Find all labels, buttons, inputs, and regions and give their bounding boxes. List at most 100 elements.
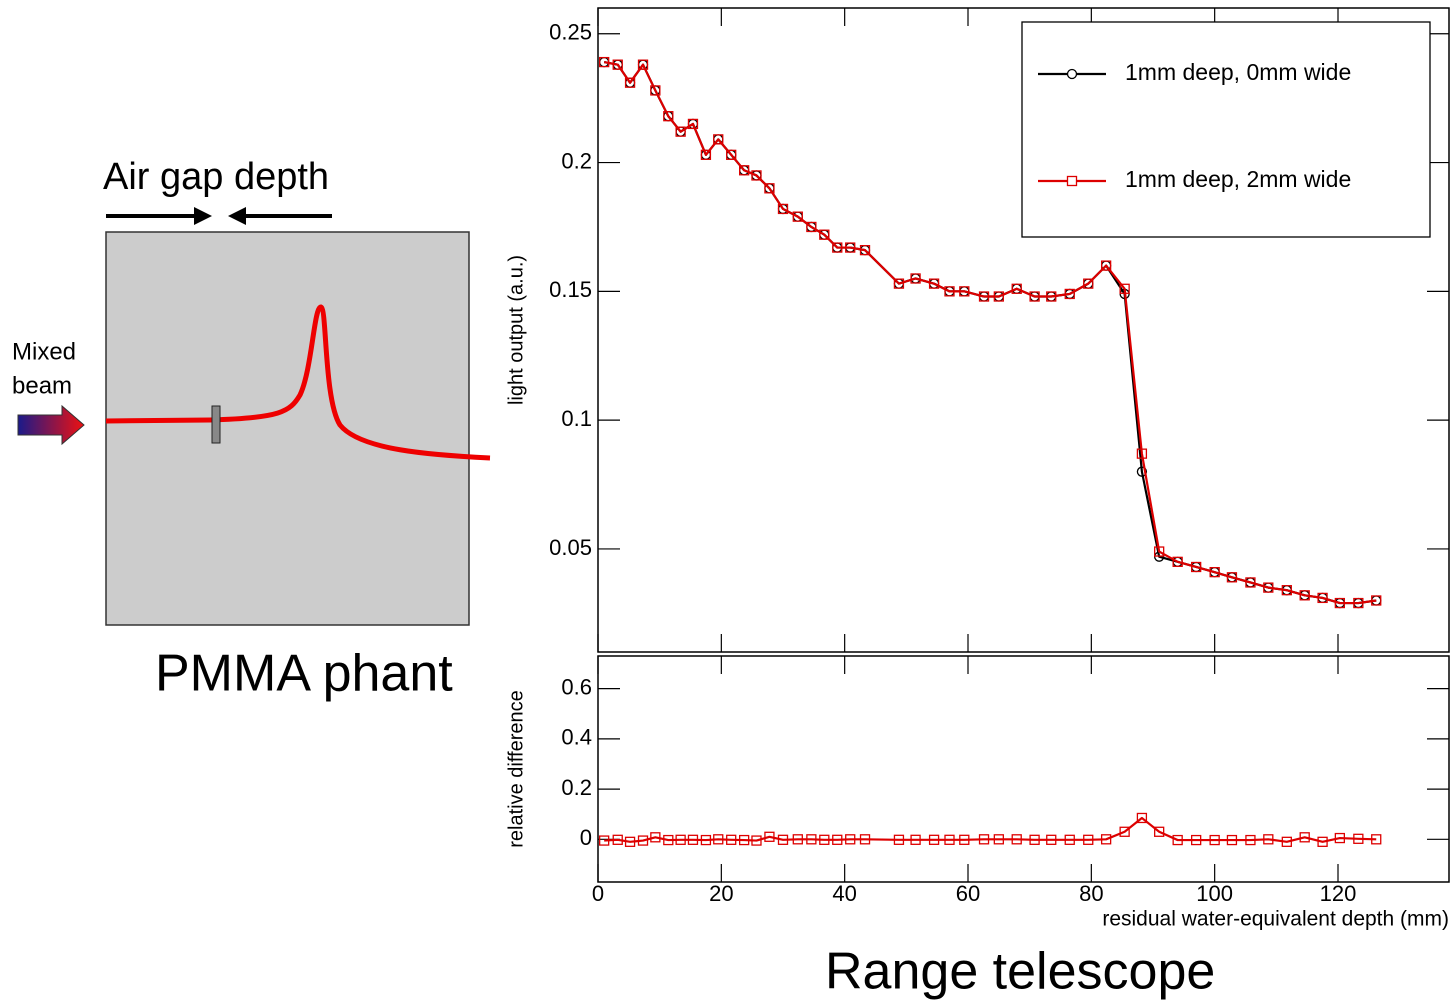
marker <box>1334 832 1345 844</box>
marker <box>832 834 843 845</box>
marker <box>663 834 674 846</box>
legend-marker <box>1066 68 1078 80</box>
y-axis-title: light output (a.u.) <box>505 255 527 405</box>
marker <box>687 834 699 845</box>
y-tick-label: 0.1 <box>561 406 592 431</box>
x-tick-label: 0 <box>592 881 604 906</box>
marker <box>1209 566 1220 578</box>
marker <box>1083 834 1094 845</box>
marker <box>624 836 636 847</box>
marker <box>1136 812 1148 824</box>
marker <box>1064 834 1075 845</box>
dose-curve <box>105 304 491 461</box>
legend-label: 1mm deep, 0mm wide <box>1125 59 1351 85</box>
marker <box>1136 448 1148 459</box>
marker <box>893 834 905 845</box>
marker <box>1136 466 1148 477</box>
marker <box>1154 546 1165 557</box>
arrow-head <box>228 207 246 225</box>
marker <box>650 85 661 96</box>
x-tick-label: 80 <box>1079 881 1103 906</box>
marker <box>1154 826 1165 837</box>
y-tick-label: 0.15 <box>549 277 592 302</box>
marker <box>713 834 724 845</box>
marker <box>1172 556 1183 567</box>
marker <box>959 286 970 297</box>
marker <box>792 211 803 222</box>
marker <box>910 834 921 845</box>
x-axis-title: residual water-equivalent depth (mm) <box>1102 908 1449 931</box>
marker <box>1299 832 1310 843</box>
legend-box <box>1021 21 1431 238</box>
marker <box>1046 834 1057 845</box>
marker <box>713 134 724 145</box>
marker <box>819 229 830 240</box>
marker <box>650 832 661 843</box>
y-tick-label: 0 <box>580 825 592 850</box>
marker <box>1064 288 1075 300</box>
marker <box>764 831 775 842</box>
diagram: Air gap depth Mixed beam PMMA phant <box>12 156 491 703</box>
legend-label: 1mm deep, 2mm wide <box>1125 166 1351 192</box>
marker <box>944 834 955 845</box>
air-gap <box>211 405 221 444</box>
marker <box>1317 592 1328 604</box>
marker <box>910 273 921 284</box>
marker <box>1172 834 1183 846</box>
marker <box>928 278 940 289</box>
marker <box>845 834 856 845</box>
x-tick-label: 60 <box>956 881 980 906</box>
marker <box>1245 577 1256 588</box>
marker <box>1353 597 1364 609</box>
marker <box>739 165 750 176</box>
y-tick-label: 0.6 <box>561 674 592 699</box>
detector-label: Range telescope <box>825 943 1215 1001</box>
marker <box>726 149 737 160</box>
y-tick-label: 0.2 <box>561 775 592 800</box>
marker <box>1011 834 1022 845</box>
marker <box>637 59 649 70</box>
marker <box>739 834 750 846</box>
marker <box>978 291 990 302</box>
marker <box>1353 833 1364 844</box>
marker <box>859 244 871 256</box>
marker <box>1371 834 1382 845</box>
marker <box>832 242 843 253</box>
marker <box>792 834 803 845</box>
marker <box>1209 834 1220 846</box>
marker <box>599 56 610 68</box>
y-axis-title: relative difference <box>505 690 527 848</box>
marker <box>764 183 775 194</box>
marker <box>806 221 817 233</box>
x-tick-label: 40 <box>832 881 856 906</box>
x-tick-label: 20 <box>709 881 733 906</box>
plot-frame <box>597 655 1450 883</box>
marker <box>893 278 905 289</box>
marker <box>751 835 762 846</box>
marker <box>928 834 940 845</box>
marker <box>777 203 789 215</box>
arrow-head <box>194 207 212 225</box>
marker <box>845 242 856 253</box>
marker <box>1281 836 1292 847</box>
marker <box>1245 834 1256 846</box>
marker <box>612 834 623 845</box>
marker <box>777 834 789 845</box>
marker <box>751 170 762 181</box>
marker <box>1100 834 1112 845</box>
x-tick-label: 100 <box>1196 881 1233 906</box>
x-tick-label: 120 <box>1320 881 1357 906</box>
marker <box>1226 572 1238 583</box>
phantom <box>105 231 470 626</box>
marker <box>599 835 610 846</box>
marker <box>1263 582 1274 593</box>
marker <box>1029 834 1040 845</box>
plot-frame <box>597 7 1450 653</box>
y-tick-label: 0.2 <box>561 148 592 173</box>
y-tick-label: 0.25 <box>549 20 592 45</box>
beam-label: beam <box>12 372 72 399</box>
marker <box>1226 834 1238 846</box>
marker <box>1263 834 1274 845</box>
marker <box>1371 595 1382 606</box>
